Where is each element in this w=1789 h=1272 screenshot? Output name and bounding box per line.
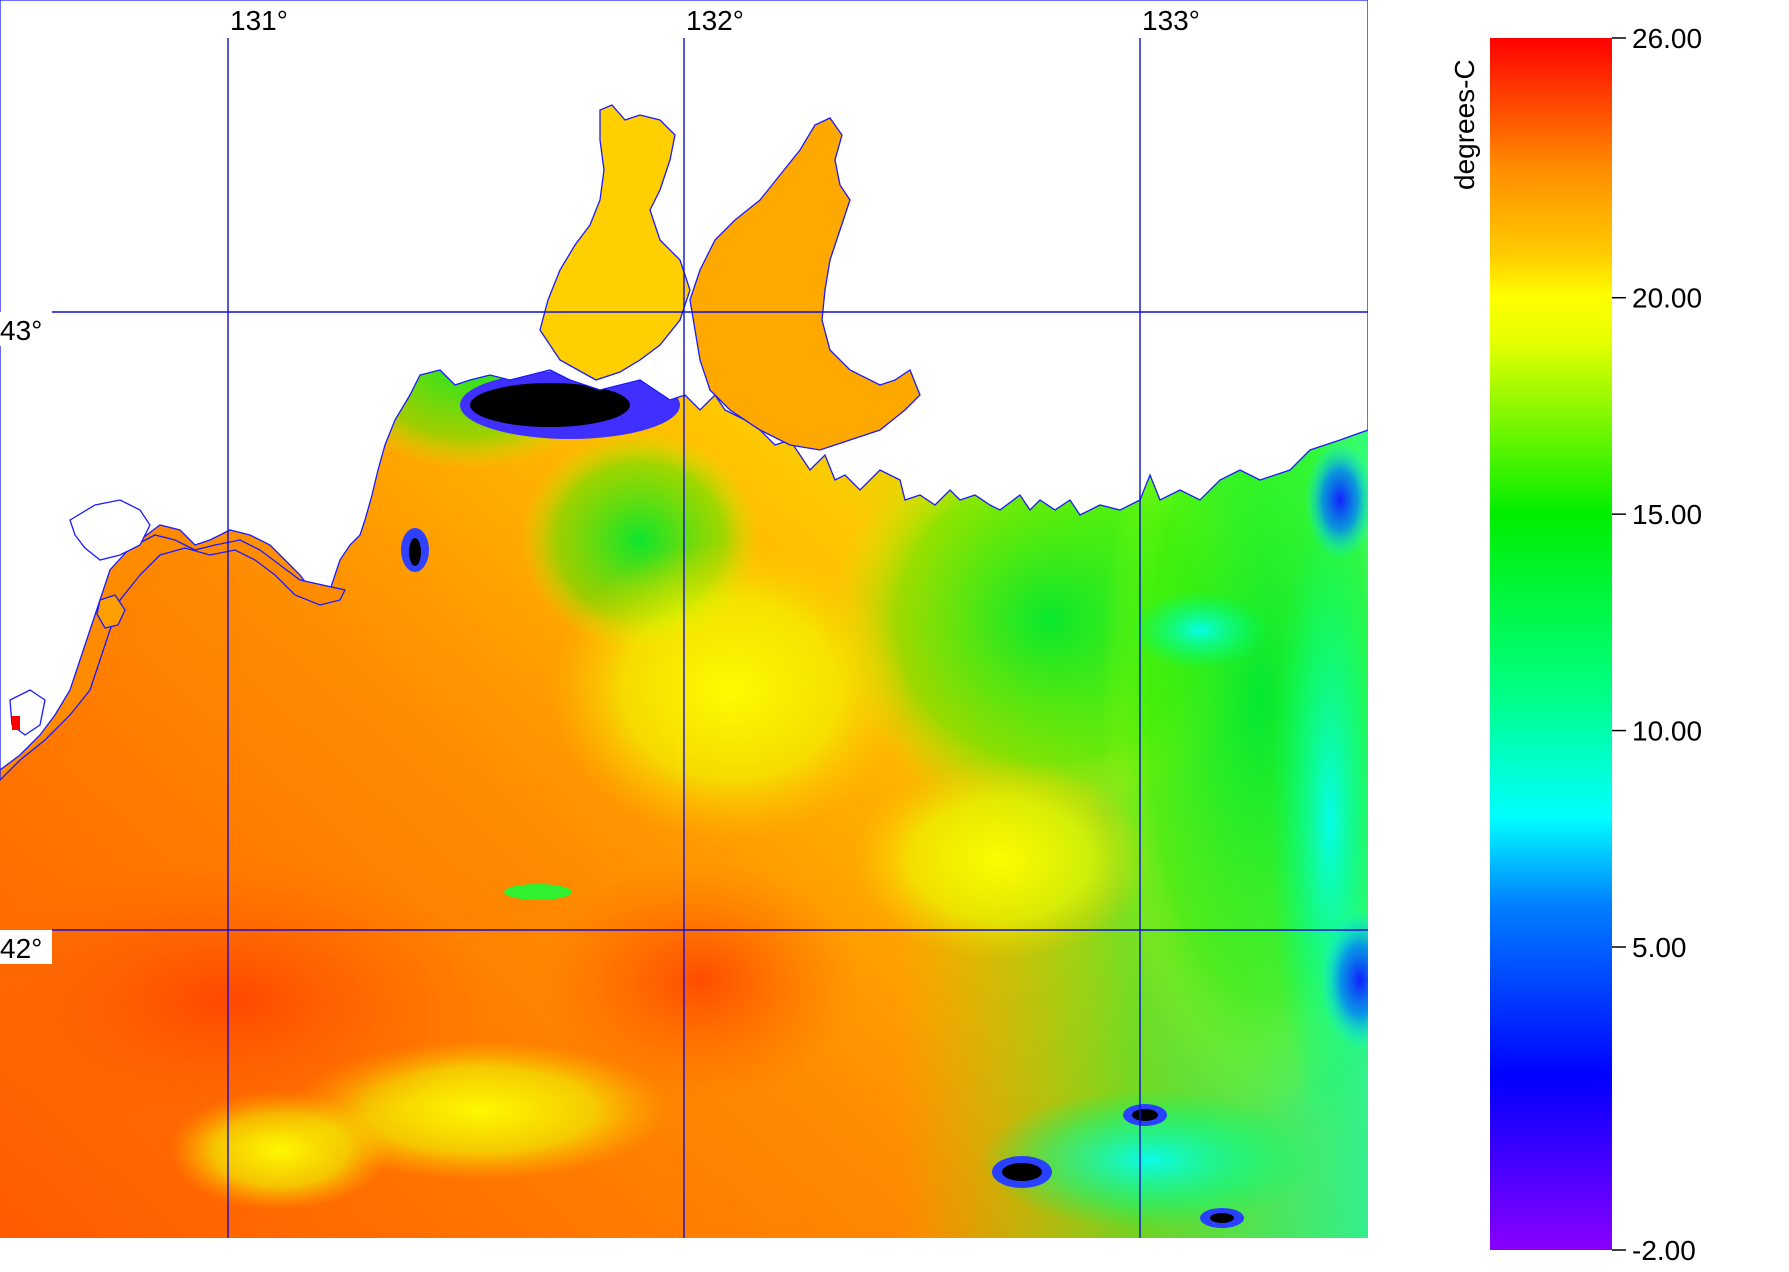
yellow-center-patch [550,540,910,840]
lat-label-42-bg [0,930,52,964]
colorbar-tick-label: 26.00 [1632,23,1702,54]
colorbar-unit-label: degrees-C [1449,59,1480,190]
latitude-labels: 43° 42° [0,312,52,964]
blue-east-edge [1320,910,1368,1050]
colorbar-scale [1490,38,1612,1250]
longitude-labels: 131° 132° 133° [230,5,1200,36]
colorbar-tick-label: -2.00 [1632,1235,1696,1266]
sst-field [0,0,1368,1238]
cold-spot-south-1 [1002,1163,1042,1181]
colorbar-tick-label: 20.00 [1632,283,1702,314]
island-west-2 [96,594,126,629]
lon-label-131: 131° [230,5,288,36]
yellow-east-patch [850,760,1150,960]
warm-center-patch [540,860,860,1100]
colorbar: degrees-C 26.00 20.00 15.00 10.00 5.00 -2.00 [1449,23,1702,1266]
colorbar-tick-label: 10.00 [1632,716,1702,747]
green-streak [504,884,572,900]
map-bottom-margin [0,1238,1368,1272]
lon-label-132: 132° [686,5,744,36]
colorbar-tick-label: 5.00 [1632,932,1687,963]
peninsula-water [689,117,921,451]
lon-label-133: 133° [1142,5,1200,36]
graticule [52,38,1368,1238]
colorbar-tick-label: 15.00 [1632,499,1702,530]
cold-spot-small [409,538,421,566]
cold-spot-south-2 [1132,1109,1158,1121]
lat-label-42: 42° [0,933,42,964]
cold-spot-bay-2 [470,383,630,427]
island-west [69,499,151,561]
lat-label-43: 43° [0,315,42,346]
cyan-northeast-patch [1130,590,1270,670]
warm-speck [12,716,20,730]
cyan-south-patch [980,1090,1320,1230]
colorbar-ticks: 26.00 20.00 15.00 10.00 5.00 -2.00 [1612,23,1702,1266]
cold-spot-south-3 [1210,1213,1234,1223]
lat-label-43-bg [0,312,52,346]
blue-northeast-edge [1305,440,1368,560]
